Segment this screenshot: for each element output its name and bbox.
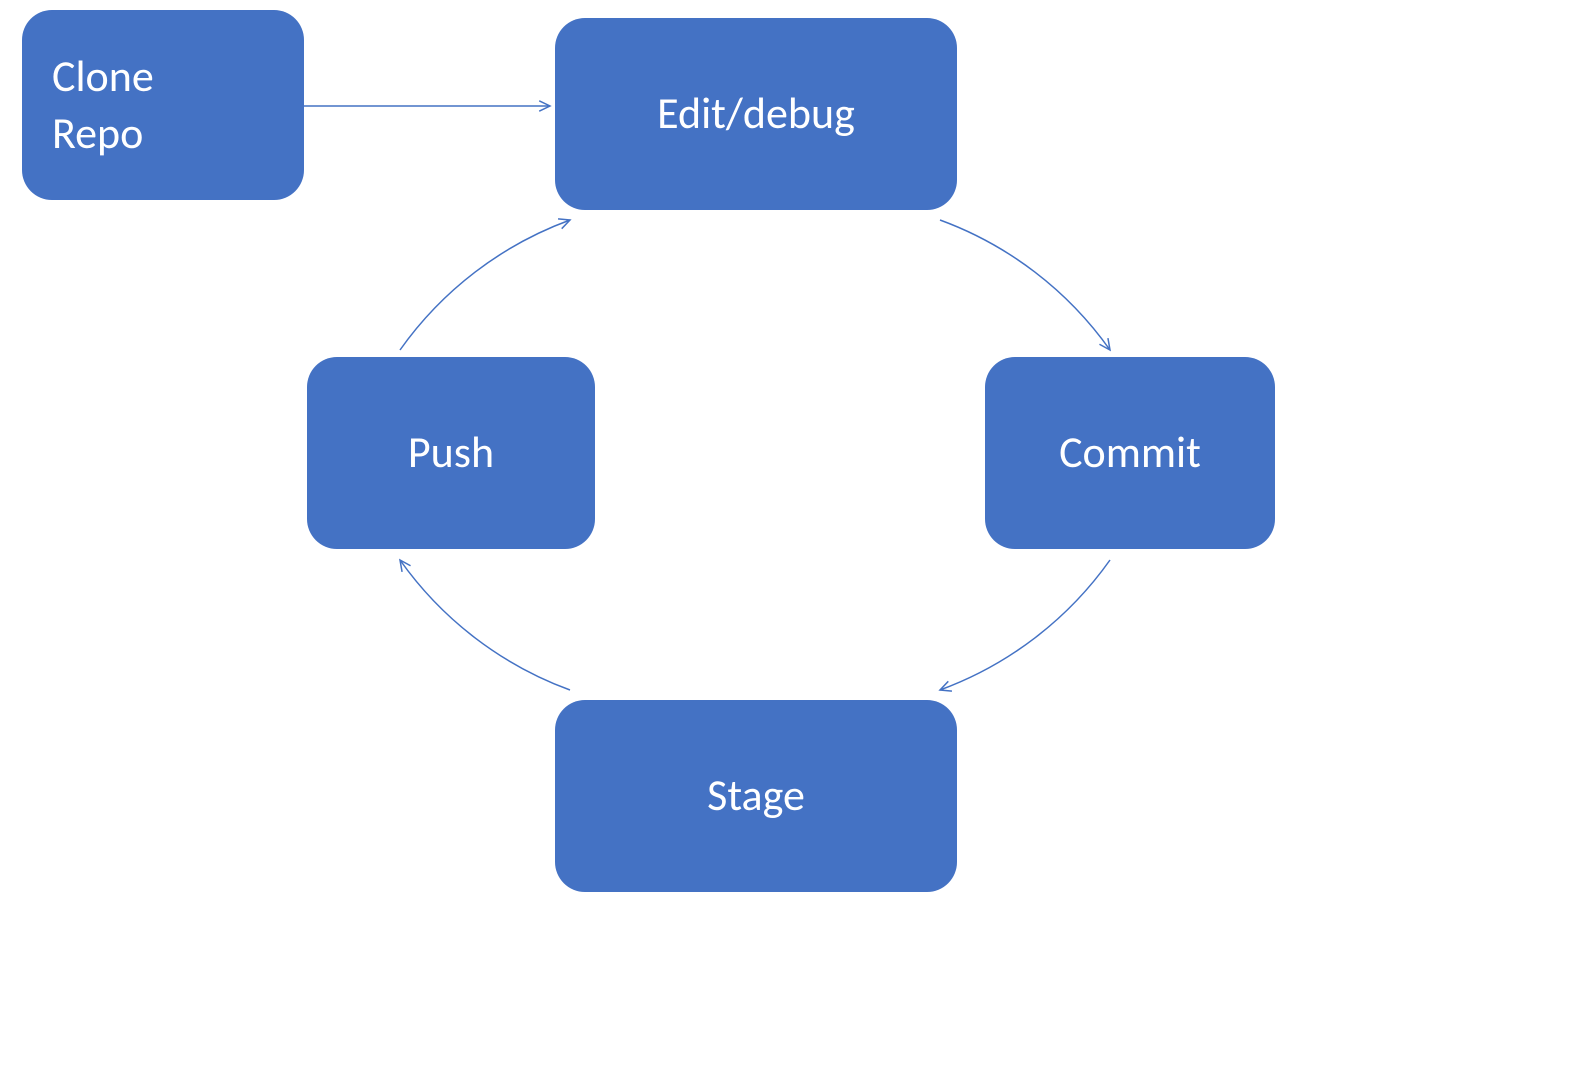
node-label: Commit [1059,424,1201,481]
node-edit-debug: Edit/debug [555,18,957,210]
node-commit: Commit [985,357,1275,549]
node-label: Edit/debug [657,85,855,142]
node-clone-repo: CloneRepo [22,10,304,200]
node-stage: Stage [555,700,957,892]
node-label: CloneRepo [52,48,154,162]
node-push: Push [307,357,595,549]
node-label: Stage [707,767,805,824]
node-label: Push [408,424,494,481]
